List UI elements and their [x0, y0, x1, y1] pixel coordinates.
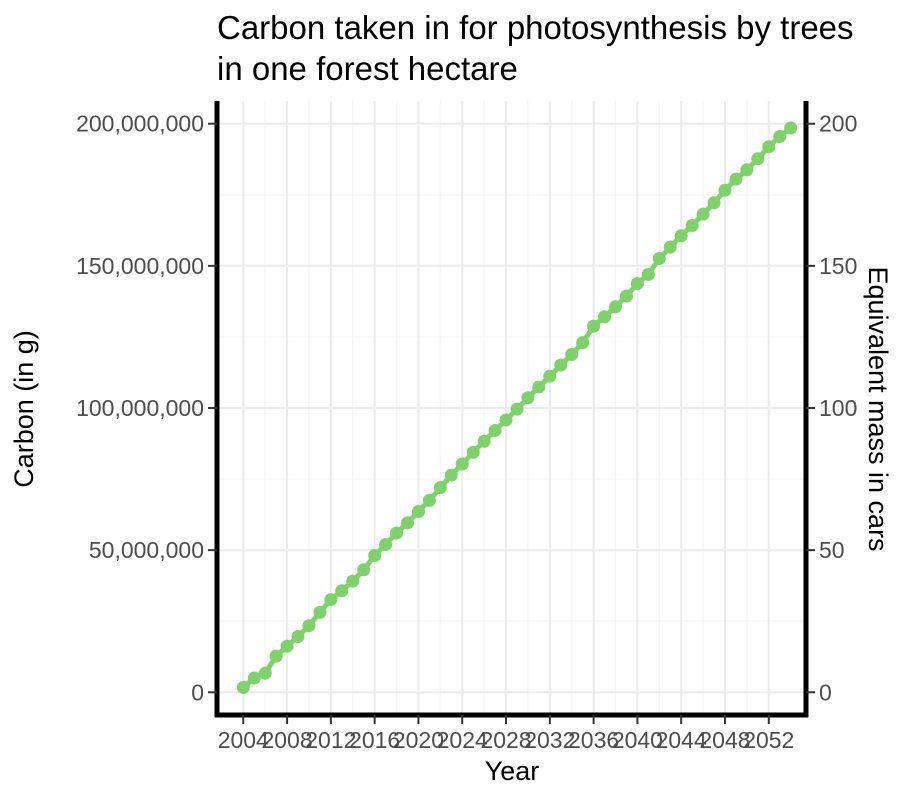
data-point: [411, 504, 425, 518]
data-point: [641, 267, 655, 281]
y-tick-label: 100,000,000: [76, 395, 204, 421]
y-tick-label: 0: [191, 679, 204, 705]
data-point: [477, 434, 491, 448]
data-point: [291, 630, 305, 644]
data-point: [554, 358, 568, 372]
data-point: [707, 196, 721, 210]
x-axis-ticks: 2004200820122016202020242028203220362040…: [218, 715, 794, 753]
series-layer: [236, 121, 798, 694]
x-tick-label: 2048: [699, 727, 750, 753]
data-point: [269, 649, 283, 663]
data-point: [576, 336, 590, 350]
data-point: [488, 423, 502, 437]
data-point: [324, 593, 338, 607]
data-point: [565, 348, 579, 362]
data-point: [674, 229, 688, 243]
data-point: [740, 163, 754, 177]
y2-axis-ticks: 0 50 100 150 200: [806, 111, 857, 705]
data-point: [422, 493, 436, 507]
x-tick-label: 2016: [349, 727, 400, 753]
major-gridlines: [217, 101, 806, 715]
data-point: [532, 380, 546, 394]
x-tick-label: 2052: [743, 727, 794, 753]
y2-tick-label: 200: [819, 111, 857, 137]
data-point: [313, 605, 327, 619]
data-point: [444, 468, 458, 482]
data-point: [630, 276, 644, 290]
data-point: [543, 369, 557, 383]
x-tick-label: 2008: [261, 727, 312, 753]
data-point: [784, 121, 798, 135]
data-point: [346, 574, 360, 588]
chart-title-line-1: Carbon taken in for photosynthesis by tr…: [217, 9, 854, 46]
data-point: [433, 481, 447, 495]
data-point: [499, 413, 513, 427]
data-point: [510, 402, 524, 416]
x-tick-label: 2032: [524, 727, 575, 753]
data-point: [280, 639, 294, 653]
data-point: [652, 251, 666, 265]
y-axis-ticks: 0 50,000,000 100,000,000 150,000,000 200,000…: [76, 111, 217, 705]
data-point: [663, 240, 677, 254]
data-point: [762, 140, 776, 154]
data-point: [751, 152, 765, 166]
data-point: [466, 445, 480, 459]
data-point: [247, 671, 261, 685]
y-tick-label: 50,000,000: [89, 537, 204, 563]
x-axis-title: Year: [485, 756, 540, 786]
data-point: [258, 666, 272, 680]
data-point: [619, 289, 633, 303]
data-point: [390, 526, 404, 540]
y2-tick-label: 150: [819, 253, 857, 279]
x-tick-label: 2040: [612, 727, 663, 753]
data-point: [302, 619, 316, 633]
data-point: [379, 537, 393, 551]
x-tick-label: 2028: [480, 727, 531, 753]
x-tick-label: 2044: [656, 727, 707, 753]
data-point: [696, 207, 710, 221]
data-point: [236, 680, 250, 694]
x-tick-label: 2012: [305, 727, 356, 753]
data-point: [598, 310, 612, 324]
data-point: [357, 563, 371, 577]
y2-tick-label: 50: [819, 537, 845, 563]
y2-tick-label: 100: [819, 395, 857, 421]
data-point: [729, 172, 743, 186]
data-point: [773, 130, 787, 144]
y2-tick-label: 0: [819, 679, 832, 705]
data-point: [587, 319, 601, 333]
y-axis-title: Carbon (in g): [9, 330, 39, 488]
data-point: [335, 584, 349, 598]
data-point: [400, 516, 414, 530]
data-point: [685, 219, 699, 233]
data-point: [521, 391, 535, 405]
y-tick-label: 150,000,000: [76, 253, 204, 279]
y-tick-label: 200,000,000: [76, 111, 204, 137]
x-tick-label: 2004: [218, 727, 269, 753]
chart-title-line-2: in one forest hectare: [217, 50, 518, 87]
x-tick-label: 2024: [437, 727, 488, 753]
y2-axis-title: Equivalent mass in cars: [863, 266, 893, 551]
x-tick-label: 2020: [393, 727, 444, 753]
x-tick-label: 2036: [568, 727, 619, 753]
data-point: [718, 183, 732, 197]
data-point: [455, 457, 469, 471]
data-point: [368, 549, 382, 563]
data-point: [609, 300, 623, 314]
